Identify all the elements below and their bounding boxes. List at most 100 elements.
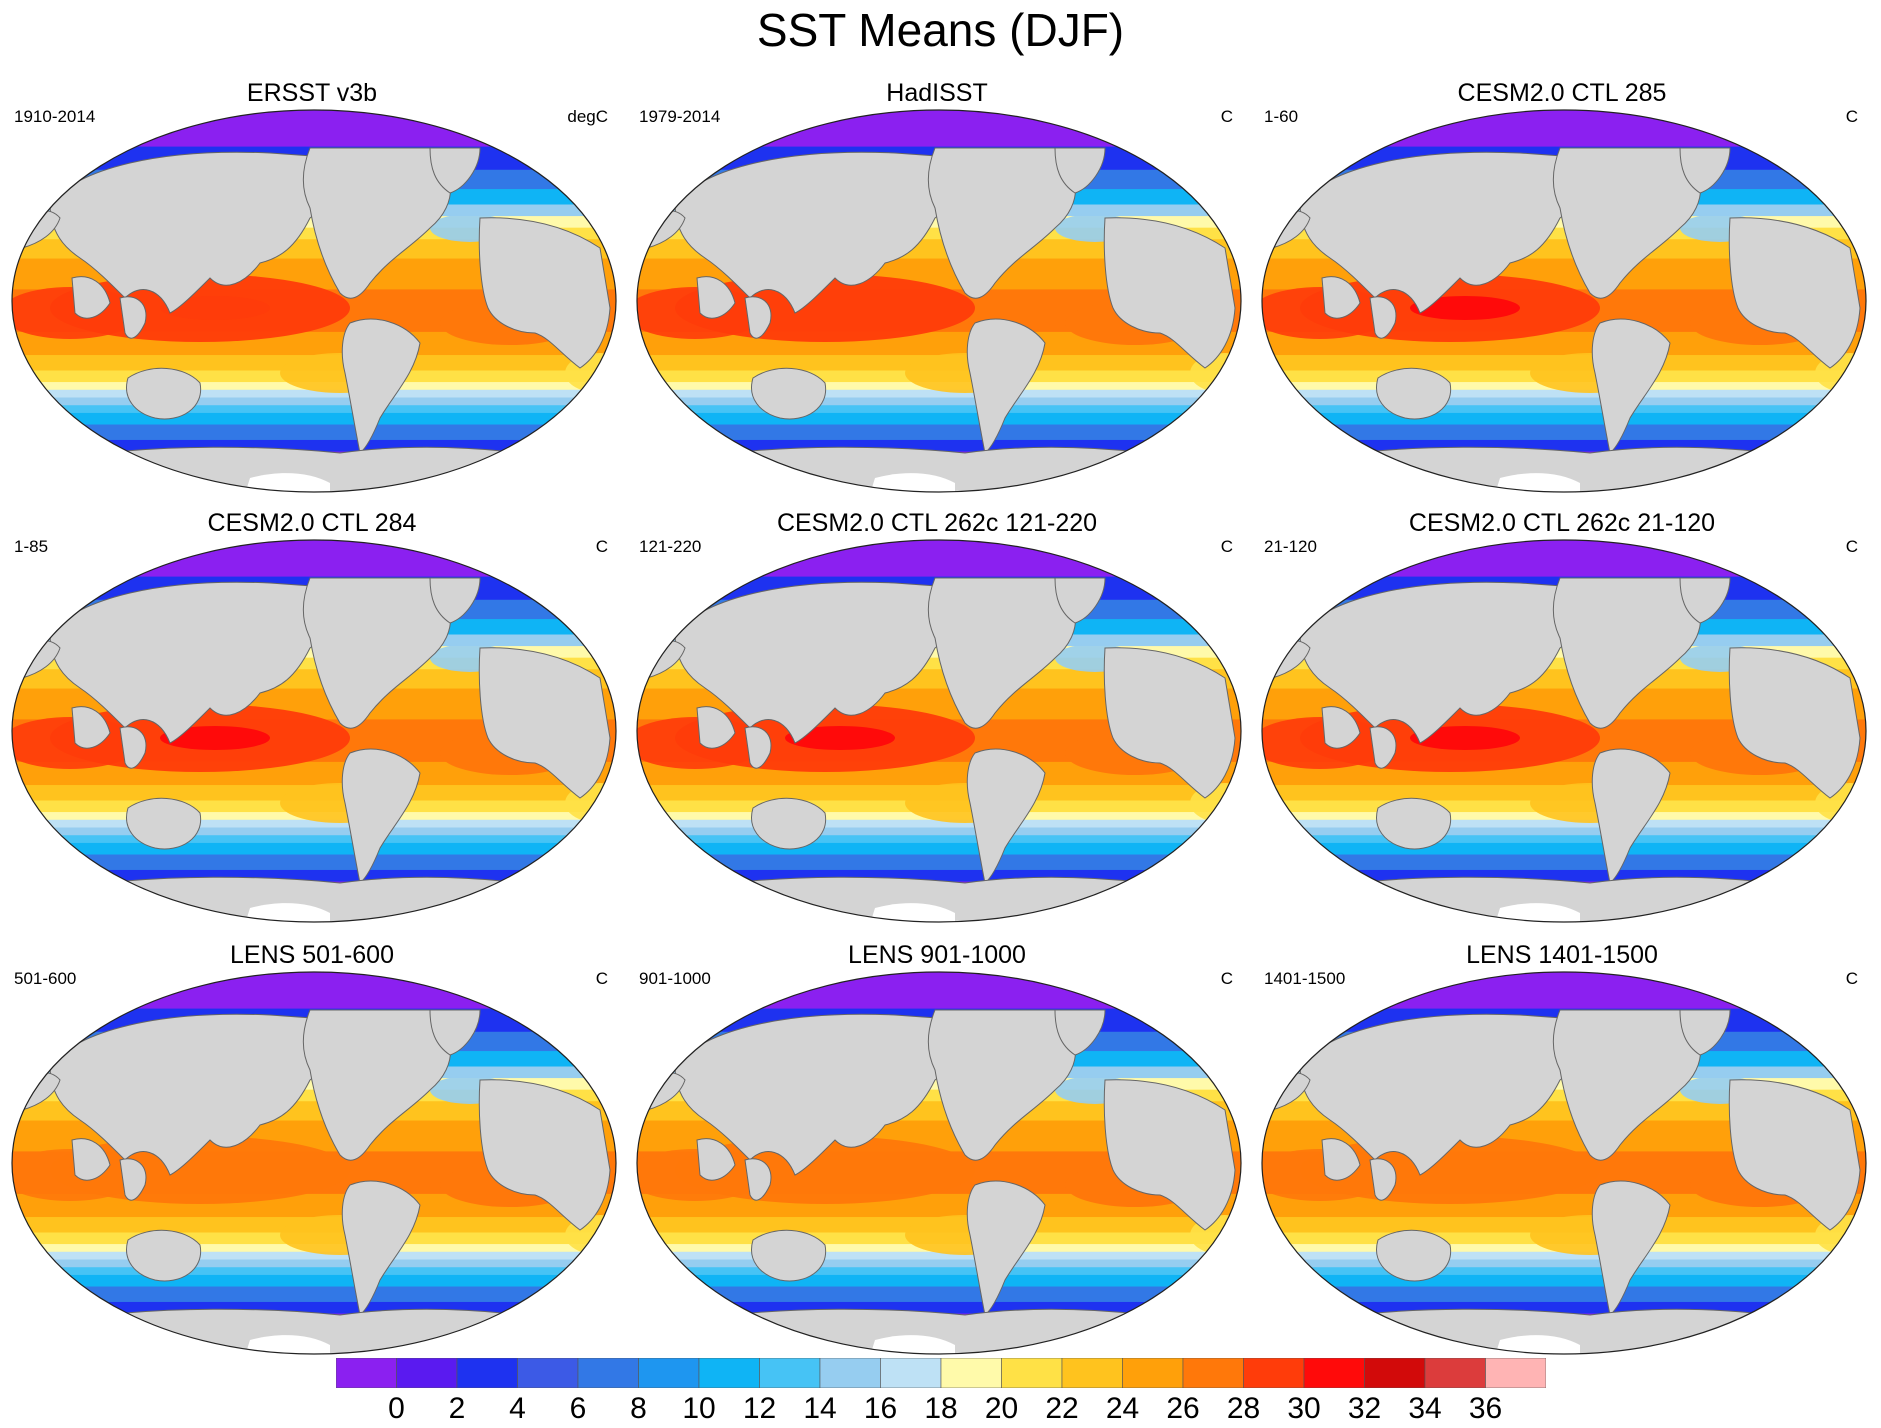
land-samerica <box>1591 748 1671 884</box>
land-namerica <box>1552 577 1702 729</box>
ice-patch <box>870 903 955 922</box>
colorbar-tick-label: 30 <box>1287 1392 1321 1425</box>
land-greenland <box>429 577 481 624</box>
sst-band <box>1262 1259 1866 1269</box>
land-india <box>1369 1158 1397 1201</box>
panel-period-label: 1979-2014 <box>639 107 721 126</box>
panel-title: LENS 501-600 <box>229 941 394 969</box>
sst-band <box>12 397 616 407</box>
ice-patch <box>245 903 330 922</box>
map-panel: LENS 501-600 501-600 C <box>4 940 620 1360</box>
panel-title: LENS 901-1000 <box>848 941 1026 969</box>
colorbar-swatch <box>456 1358 518 1388</box>
land-samerica <box>1591 318 1671 454</box>
sst-band <box>1262 110 1866 148</box>
land-greenland <box>1054 1009 1106 1056</box>
colorbar-tick-label: 0 <box>388 1392 405 1425</box>
land-arabia <box>696 706 736 749</box>
land-asia <box>674 151 972 314</box>
land-africa <box>1728 217 1861 369</box>
colorbar-swatch <box>1182 1358 1244 1388</box>
sst-band <box>12 854 616 871</box>
map-outline <box>11 109 617 493</box>
panel-period-label: 121-220 <box>639 537 702 556</box>
panel-period-label: 1-60 <box>1264 107 1299 126</box>
panel-title: CESM2.0 CTL 262c 121-220 <box>776 509 1098 537</box>
figure-title: SST Means (DJF) <box>756 4 1125 56</box>
map-outline <box>11 971 617 1355</box>
colorbar-tick-label: 14 <box>803 1392 837 1425</box>
sst-band <box>637 842 1241 856</box>
panel-title: CESM2.0 CTL 285 <box>1457 79 1667 107</box>
land-arabia <box>71 706 111 749</box>
sst-band <box>1262 854 1866 871</box>
land-samerica <box>966 318 1046 454</box>
sst-band <box>637 110 1241 148</box>
colorbar-swatch <box>1485 1358 1546 1388</box>
land-africa <box>478 647 611 799</box>
sst-band <box>637 1274 1241 1288</box>
colorbar-swatch <box>940 1358 1002 1388</box>
land-arabia <box>1321 706 1361 749</box>
colorbar-tick-label: 6 <box>569 1392 587 1425</box>
panel-period-label: 1401-1500 <box>1264 969 1346 988</box>
map-panel: CESM2.0 CTL 284 1-85 C <box>4 508 620 928</box>
map-outline <box>1261 539 1867 923</box>
land-africa <box>478 1079 611 1231</box>
land-greenland <box>429 147 481 194</box>
land-greenland <box>1679 1009 1731 1056</box>
sst-band <box>1262 1286 1866 1303</box>
panel-period-label: 1-85 <box>14 537 49 556</box>
warm-pool-core <box>785 726 895 750</box>
colorbar-tick-label: 26 <box>1166 1392 1200 1425</box>
colorbar-swatch <box>1122 1358 1184 1388</box>
sst-band <box>12 1251 616 1261</box>
land-australia <box>1376 367 1452 420</box>
sst-band <box>1262 827 1866 837</box>
land-greenland <box>429 1009 481 1056</box>
land-samerica <box>341 318 421 454</box>
map-panel: CESM2.0 CTL 285 1-60 C <box>1254 78 1870 498</box>
colorbar-swatch <box>638 1358 700 1388</box>
sst-band <box>637 854 1241 871</box>
panel-units-label: C <box>1220 537 1233 556</box>
panel-units-label: C <box>595 969 608 988</box>
sst-band <box>637 397 1241 407</box>
colorbar-swatch <box>880 1358 942 1388</box>
land-namerica <box>927 577 1077 729</box>
sst-map <box>636 109 1242 493</box>
sst-band <box>12 389 616 399</box>
colorbar-swatch <box>396 1358 458 1388</box>
colorbar-swatch <box>1001 1358 1063 1388</box>
land-samerica <box>341 1180 421 1316</box>
land-australia <box>126 1229 202 1282</box>
panel-units-label: degC <box>567 107 608 126</box>
warm-pool-core <box>160 726 270 750</box>
colorbar-tick-label: 4 <box>509 1392 526 1425</box>
land-australia <box>751 797 827 850</box>
sst-band <box>12 819 616 829</box>
land-greenland <box>1054 147 1106 194</box>
land-india <box>1369 726 1397 769</box>
land-greenland <box>1679 147 1731 194</box>
ice-patch <box>870 1335 955 1354</box>
land-namerica <box>927 147 1077 299</box>
sst-band <box>12 424 616 441</box>
sst-band <box>637 1286 1241 1303</box>
sst-band <box>12 412 616 426</box>
sst-map <box>1261 539 1867 923</box>
land-arabia <box>696 276 736 319</box>
land-india <box>119 296 147 339</box>
sst-map <box>636 539 1242 923</box>
ice-patch <box>870 473 955 492</box>
sst-band <box>12 1259 616 1269</box>
land-samerica <box>966 1180 1046 1316</box>
land-arabia <box>1321 1138 1361 1181</box>
panel-units-label: C <box>1845 969 1858 988</box>
land-samerica <box>966 748 1046 884</box>
ice-patch <box>245 1335 330 1354</box>
panel-title: HadISST <box>886 79 988 107</box>
colorbar-tick-label: 28 <box>1226 1392 1261 1425</box>
sst-band <box>637 835 1241 844</box>
ice-patch <box>1495 903 1580 922</box>
